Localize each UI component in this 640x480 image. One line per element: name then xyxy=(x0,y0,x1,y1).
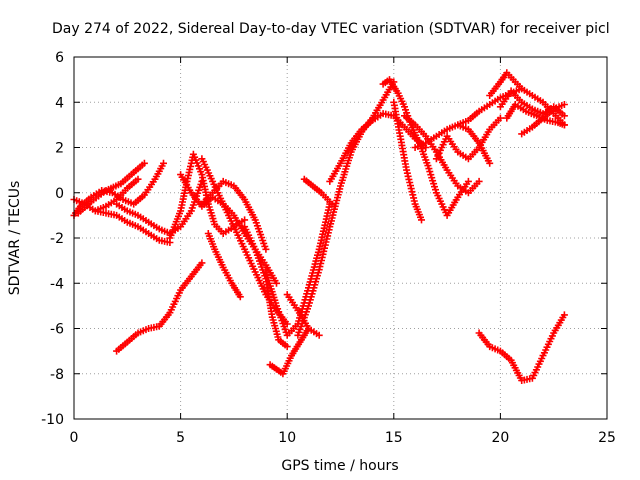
data-point-markers xyxy=(74,159,148,217)
y-tick-label: -6 xyxy=(50,322,64,338)
x-tick-label: 15 xyxy=(385,430,403,446)
x-axis-label: GPS time / hours xyxy=(281,458,398,474)
data-series xyxy=(518,101,568,138)
y-tick-label: 2 xyxy=(55,141,64,157)
data-point-markers xyxy=(241,223,291,351)
data-point-markers xyxy=(198,177,270,253)
y-axis-label: SDTVAR / TECUs xyxy=(7,181,23,296)
data-point-markers xyxy=(91,207,174,246)
data-series xyxy=(198,177,270,253)
data-series xyxy=(74,159,148,217)
chart-title: Day 274 of 2022, Sidereal Day-to-day VTE… xyxy=(52,21,610,37)
y-tick-label: -8 xyxy=(50,367,64,383)
data-point-markers xyxy=(390,98,425,224)
y-tick-label: -10 xyxy=(41,412,64,428)
y-tick-label: 4 xyxy=(55,95,64,111)
data-point-markers xyxy=(300,175,338,210)
x-tick-label: 25 xyxy=(598,430,616,446)
data-point-markers xyxy=(266,325,312,378)
data-series xyxy=(300,175,338,210)
y-tick-label: 6 xyxy=(55,50,64,66)
data-series xyxy=(432,114,504,163)
data-point-markers xyxy=(432,114,504,163)
y-tick-label: -4 xyxy=(50,276,64,292)
data-series xyxy=(379,76,472,219)
data-point-markers xyxy=(198,155,291,328)
data-series xyxy=(390,98,425,224)
data-point-markers xyxy=(379,76,472,219)
data-series xyxy=(113,259,206,355)
data-point-markers xyxy=(204,230,244,301)
data-series xyxy=(198,155,291,328)
data-series xyxy=(241,223,291,351)
data-series xyxy=(204,230,244,301)
ticks: 0 5 10 15 20 25 -10 -8 -6 -4 -2 0 2 4 6 xyxy=(41,50,616,446)
data-points xyxy=(70,69,568,384)
x-tick-label: 10 xyxy=(278,430,296,446)
x-tick-label: 5 xyxy=(176,430,185,446)
x-tick-label: 20 xyxy=(491,430,509,446)
data-point-markers xyxy=(518,101,568,138)
data-series xyxy=(266,325,312,378)
data-series xyxy=(475,311,568,384)
data-point-markers xyxy=(475,311,568,384)
data-series xyxy=(91,207,174,246)
x-tick-label: 0 xyxy=(70,430,79,446)
data-point-markers xyxy=(113,259,206,355)
y-tick-label: -2 xyxy=(50,231,64,247)
y-tick-label: 0 xyxy=(55,186,64,202)
